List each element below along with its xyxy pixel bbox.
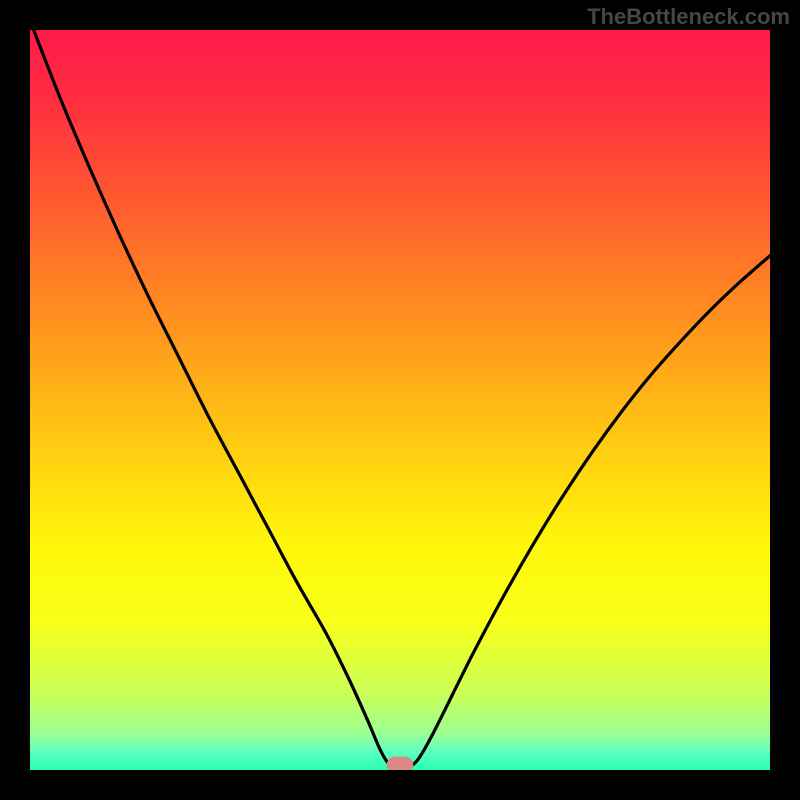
optimum-marker — [387, 757, 414, 770]
chart-background — [30, 30, 770, 770]
page-root: TheBottleneck.com — [0, 0, 800, 800]
chart-svg — [30, 30, 770, 770]
bottleneck-chart — [30, 30, 770, 770]
watermark-label: TheBottleneck.com — [587, 4, 790, 30]
